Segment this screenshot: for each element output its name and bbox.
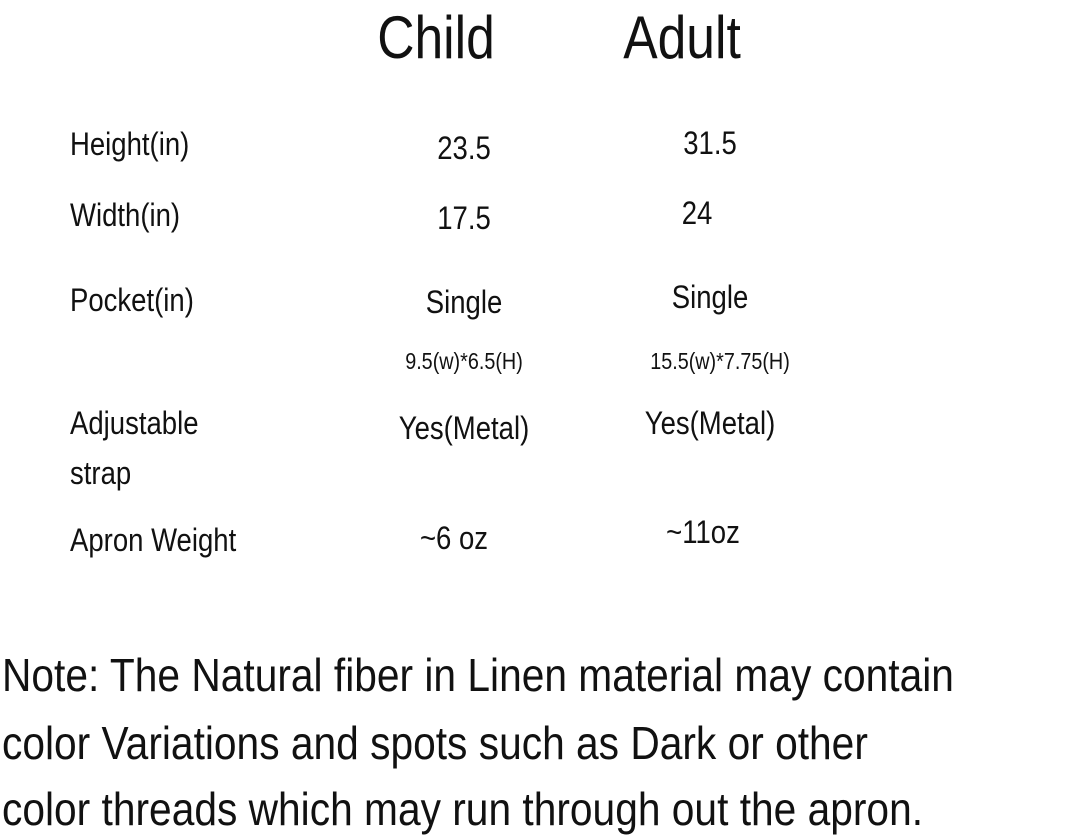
child-weight: ~6 oz: [419, 520, 489, 556]
column-header-adult: Adult: [623, 4, 741, 71]
note-line-2: color Variations and spots such as Dark …: [2, 717, 868, 769]
adult-pocket-size: 15.5(w)*7.75(H): [650, 348, 790, 374]
row-label-strap: strap: [70, 455, 132, 491]
note-line-3: color threads which may run through out …: [2, 783, 924, 835]
note-line-1: Note: The Natural fiber in Linen materia…: [2, 649, 954, 701]
child-height: 23.5: [437, 130, 491, 166]
row-label-weight: Apron Weight: [70, 522, 237, 558]
child-strap: Yes(Metal): [398, 410, 530, 446]
row-label-width: Width(in): [70, 197, 181, 233]
adult-pocket: Single: [671, 279, 749, 315]
child-pocket: Single: [425, 284, 503, 320]
row-label-adjustable: Adjustable: [70, 405, 199, 441]
adult-width: 24: [681, 195, 713, 231]
row-label-pocket: Pocket(in): [70, 282, 194, 318]
adult-strap: Yes(Metal): [644, 405, 776, 441]
adult-weight: ~11oz: [666, 514, 740, 550]
row-label-height: Height(in): [70, 126, 190, 162]
child-width: 17.5: [437, 200, 491, 236]
column-header-child: Child: [377, 4, 495, 71]
child-pocket-size: 9.5(w)*6.5(H): [405, 348, 523, 374]
adult-height: 31.5: [683, 125, 737, 161]
